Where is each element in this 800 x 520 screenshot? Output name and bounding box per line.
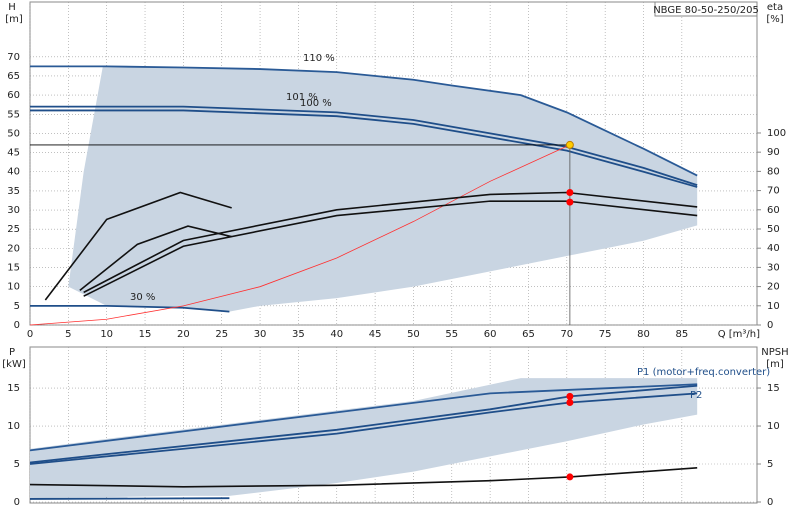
curve-label: 110 %	[303, 53, 335, 64]
duty-point	[566, 188, 574, 196]
x-tick-label: 15	[139, 329, 152, 340]
x-tick-label: 50	[407, 329, 420, 340]
y-tick-label: 55	[7, 109, 20, 120]
y2-tick-label: 10	[767, 301, 780, 312]
y2-label: NPSH	[761, 347, 788, 358]
duty-point	[566, 473, 574, 481]
y-tick-label: 70	[7, 52, 20, 63]
y-tick-label: 0	[14, 497, 20, 508]
curve	[83, 200, 698, 297]
x-tick-label: 75	[599, 329, 612, 340]
y-tick-label: 10	[7, 282, 20, 293]
y-tick-label: 60	[7, 90, 20, 101]
x-tick-label: 0	[27, 329, 33, 340]
y2-unit: [%]	[766, 14, 783, 25]
y-tick-label: 10	[7, 421, 20, 432]
x-tick-label: 20	[177, 329, 190, 340]
curve	[29, 392, 698, 465]
x-tick-label: 25	[215, 329, 228, 340]
title-box	[654, 1, 758, 17]
y2-tick-label: 30	[767, 262, 780, 273]
curve	[44, 191, 232, 301]
x-tick-label: 5	[65, 329, 71, 340]
y-tick-label: 5	[14, 459, 20, 470]
x-tick-label: 65	[522, 329, 535, 340]
y-tick-label: 30	[7, 205, 20, 216]
y2-tick-label: 40	[767, 243, 780, 254]
y2-tick-label: 100	[767, 128, 786, 139]
duty-point	[566, 198, 574, 206]
y2-tick-label: 0	[767, 497, 773, 508]
y-tick-label: 50	[7, 128, 20, 139]
y2-tick-label: 10	[767, 421, 780, 432]
y-unit: [kW]	[2, 359, 26, 370]
y2-unit: [m]	[766, 359, 784, 370]
y-label: P	[9, 347, 15, 358]
y-tick-label: 20	[7, 243, 20, 254]
chart-title: NBGE 80-50-250/205	[653, 5, 759, 16]
curve-label: P2	[690, 390, 702, 401]
curve	[29, 497, 230, 500]
x-tick-label: 85	[675, 329, 688, 340]
y-tick-label: 45	[7, 148, 20, 159]
curve	[30, 304, 230, 313]
y-label: H	[8, 2, 16, 13]
x-tick-label: 55	[445, 329, 458, 340]
y-tick-label: 5	[14, 301, 20, 312]
y-tick-label: 25	[7, 224, 20, 235]
x-tick-label: 35	[292, 329, 305, 340]
curve	[29, 467, 698, 488]
y2-tick-label: 90	[767, 147, 780, 158]
y-tick-label: 15	[7, 383, 20, 394]
y2-tick-label: 15	[767, 383, 780, 394]
curve-label: P1 (motor+freq.converter)	[637, 367, 770, 378]
x-tick-label: 10	[100, 329, 113, 340]
curve	[83, 191, 698, 294]
curve	[30, 105, 698, 187]
curve	[30, 65, 698, 177]
y2-tick-label: 50	[767, 224, 780, 235]
x-tick-label: 40	[330, 329, 343, 340]
y-tick-label: 35	[7, 186, 20, 197]
y2-tick-label: 80	[767, 166, 780, 177]
x-tick-label: 45	[369, 329, 382, 340]
x-tick-label: 70	[560, 329, 573, 340]
y2-tick-label: 60	[767, 205, 780, 216]
y2-tick-label: 20	[767, 282, 780, 293]
operating-area	[68, 66, 698, 312]
y2-tick-label: 70	[767, 186, 780, 197]
curve-label: 30 %	[130, 292, 155, 303]
curve	[30, 109, 698, 188]
duty-point	[566, 398, 574, 406]
curve	[29, 384, 698, 464]
x-tick-label: 30	[254, 329, 267, 340]
y-tick-label: 65	[7, 71, 20, 82]
y-tick-label: 40	[7, 167, 20, 178]
y2-tick-label: 0	[767, 320, 773, 331]
x-tick-label: 80	[637, 329, 650, 340]
curve	[29, 383, 698, 452]
x-tick-label: 60	[484, 329, 497, 340]
x-label: Q [m³/h]	[718, 329, 760, 340]
y-tick-label: 15	[7, 263, 20, 274]
duty-point	[565, 140, 574, 149]
y2-label: eta	[767, 2, 783, 13]
y2-tick-label: 5	[767, 459, 773, 470]
curve	[79, 225, 232, 292]
y-tick-label: 0	[14, 320, 20, 331]
curve-label: 101 %	[286, 92, 318, 103]
y-unit: [m]	[5, 14, 23, 25]
duty-point	[566, 392, 574, 400]
curve-label: 100 %	[300, 98, 332, 109]
curve	[29, 144, 571, 326]
